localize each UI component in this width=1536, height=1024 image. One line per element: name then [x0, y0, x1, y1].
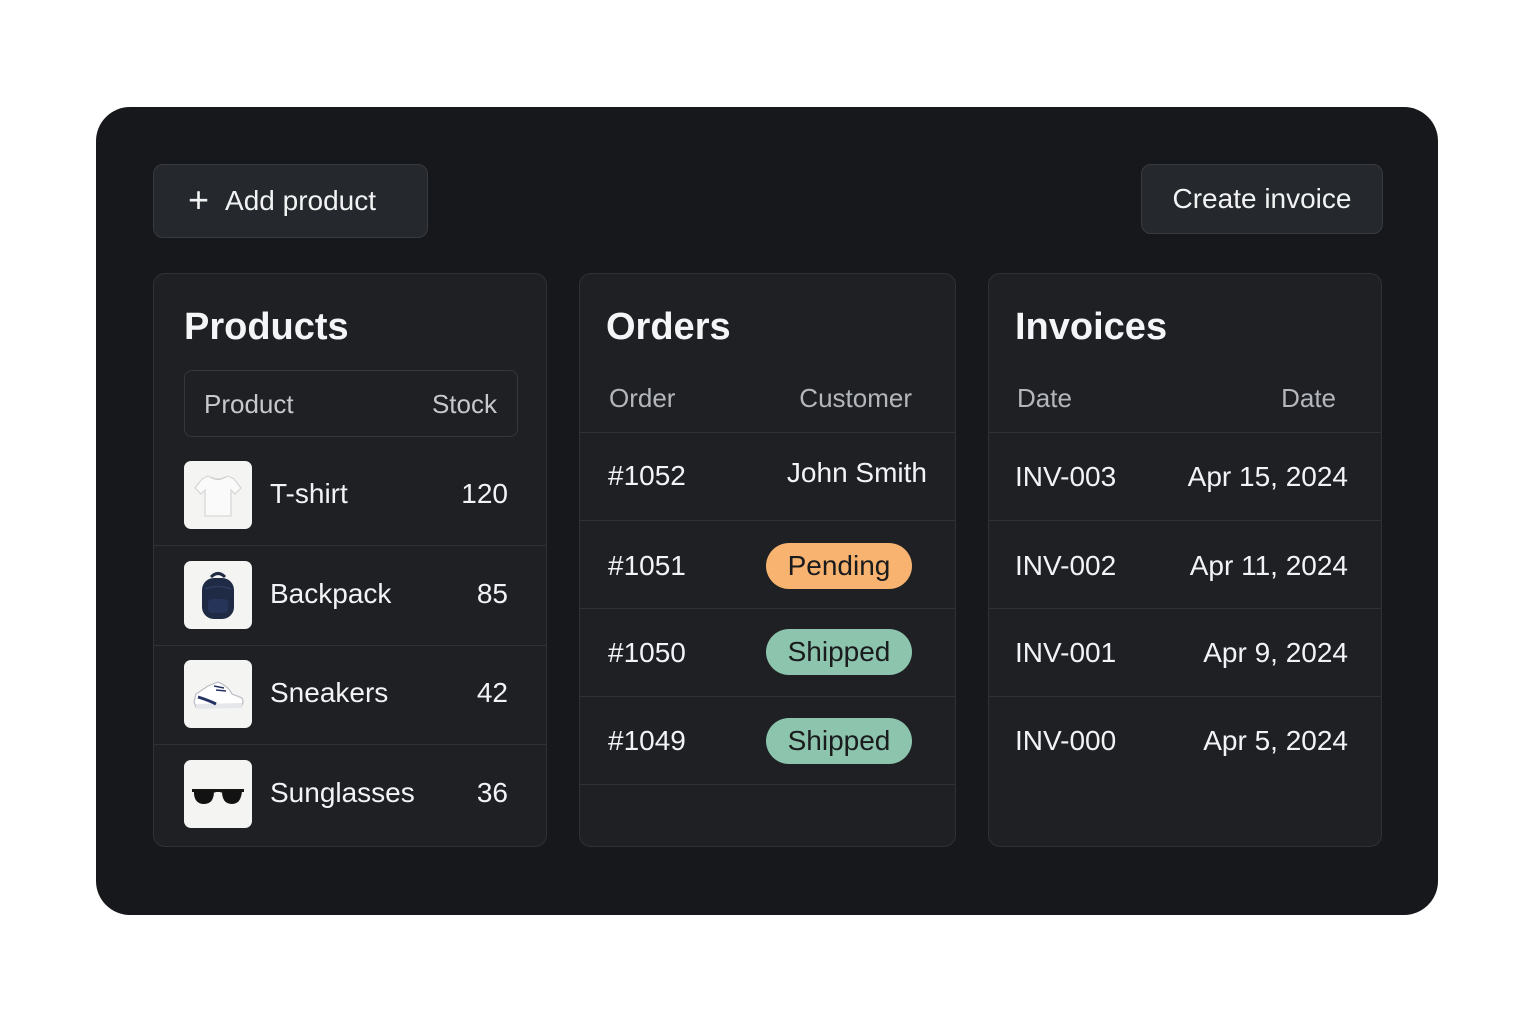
invoice-date: Apr 5, 2024	[1203, 725, 1348, 756]
invoice-date: Apr 15, 2024	[1187, 461, 1348, 492]
tshirt-image	[184, 461, 252, 529]
status-badge: Shipped	[766, 718, 912, 764]
invoice-id: INV-003	[1015, 461, 1117, 492]
order-id: #1051	[608, 550, 686, 581]
dashboard-frame: + Add product Create invoice Products Pr…	[96, 107, 1438, 915]
sneaker-image	[184, 660, 252, 728]
column-header-stock: Stock	[431, 389, 497, 419]
product-stock: 42	[476, 677, 508, 708]
panel-title: Orders	[606, 306, 731, 348]
products-panel: Products Product Stock T-shirt 120	[153, 273, 547, 847]
table-row[interactable]: #1051 Pending	[580, 521, 955, 609]
status-badge: Shipped	[766, 629, 912, 675]
panel-title: Invoices	[1015, 306, 1168, 348]
table-row[interactable]: #1049 Shipped	[580, 697, 955, 785]
table-row[interactable]: Sneakers 42	[154, 646, 546, 745]
create-invoice-label: Create invoice	[1172, 183, 1352, 214]
invoice-id: INV-001	[1015, 637, 1117, 668]
column-header-customer: Customer	[799, 383, 912, 413]
customer-name: John Smith	[786, 457, 927, 488]
create-invoice-button[interactable]: Create invoice	[1141, 164, 1383, 234]
product-stock: 120	[461, 478, 508, 509]
column-header-product: Product	[204, 389, 294, 419]
product-name: Backpack	[270, 578, 392, 609]
product-name: Sunglasses	[270, 777, 415, 808]
column-header-order: Order	[609, 383, 676, 413]
add-product-label: Add product	[225, 185, 377, 216]
table-row[interactable]: Backpack 85	[154, 546, 546, 646]
order-id: #1050	[608, 637, 686, 668]
sunglasses-image	[184, 760, 252, 828]
column-header-date: Date	[1017, 383, 1072, 413]
product-stock: 36	[476, 777, 508, 808]
table-row[interactable]: INV-001 Apr 9, 2024	[989, 609, 1381, 697]
status-badge: Pending	[766, 543, 912, 589]
panel-title: Products	[184, 306, 349, 348]
table-row[interactable]: INV-000 Apr 5, 2024	[989, 697, 1381, 784]
table-header: Order Customer	[580, 366, 955, 433]
table-header: Date Date	[989, 366, 1381, 433]
add-product-button[interactable]: + Add product	[153, 164, 428, 238]
orders-panel: Orders Order Customer #1052 John Smith #…	[579, 273, 956, 847]
product-stock: 85	[476, 578, 508, 609]
backpack-image	[184, 561, 252, 629]
product-name: T-shirt	[270, 478, 348, 509]
plus-icon: +	[188, 178, 210, 220]
order-id: #1052	[608, 460, 686, 491]
table-header: Product Stock	[184, 370, 518, 437]
order-id: #1049	[608, 725, 686, 756]
invoice-id: INV-002	[1015, 550, 1117, 581]
table-row[interactable]: #1052 John Smith	[580, 433, 955, 521]
table-row[interactable]: Sunglasses 36	[154, 745, 546, 846]
table-row[interactable]: INV-003 Apr 15, 2024	[989, 433, 1381, 521]
product-name: Sneakers	[270, 677, 389, 708]
invoice-date: Apr 11, 2024	[1189, 550, 1348, 581]
table-row[interactable]: T-shirt 120	[154, 446, 546, 546]
invoice-id: INV-000	[1015, 725, 1117, 756]
invoice-date: Apr 9, 2024	[1203, 637, 1348, 668]
table-row[interactable]: INV-002 Apr 11, 2024	[989, 521, 1381, 609]
table-row[interactable]: #1050 Shipped	[580, 609, 955, 697]
invoices-panel: Invoices Date Date INV-003 Apr 15, 2024 …	[988, 273, 1382, 847]
column-header-date: Date	[1281, 383, 1336, 413]
